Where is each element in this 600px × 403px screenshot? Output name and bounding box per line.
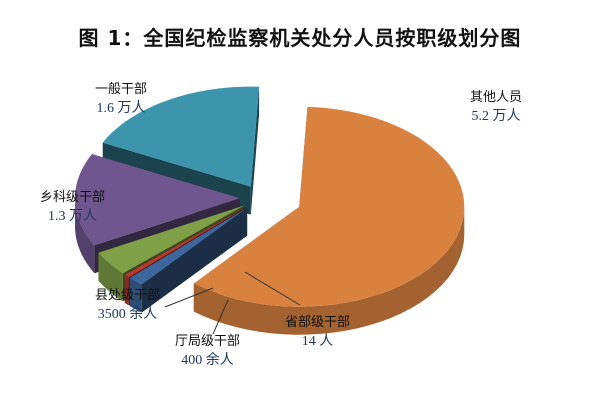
slice-outer-wall [98, 252, 123, 302]
slice-其他人员 [193, 106, 465, 307]
leader-line [244, 271, 301, 306]
label-value: 3500 余人 [97, 307, 158, 322]
label-name: 乡科级干部 [40, 190, 106, 205]
label-县处级干部: 县处级干部 3500 余人 [95, 286, 160, 324]
label-其他人员: 其他人员 5.2 万人 [470, 88, 522, 126]
leader-line [212, 299, 229, 335]
label-value: 400 余人 [181, 353, 234, 368]
label-name: 省部级干部 [285, 315, 351, 330]
slice-side-face [250, 86, 260, 215]
slice-一般干部 [102, 86, 260, 187]
label-name: 一般干部 [95, 82, 148, 97]
label-value: 14 人 [301, 334, 334, 349]
label-厅局级干部: 厅局级干部 400 余人 [175, 332, 240, 370]
label-name: 县处级干部 [95, 288, 161, 303]
slice-outer-wall [129, 277, 142, 313]
slice-side-face [129, 207, 248, 306]
leader-line [164, 287, 214, 308]
label-一般干部: 一般干部 1.6 万人 [95, 80, 147, 118]
label-乡科级干部: 乡科级干部 1.3 万人 [40, 188, 105, 226]
slice-outer-wall [193, 206, 465, 335]
slice-县处级干部 [98, 205, 245, 274]
slice-outer-wall [75, 198, 95, 274]
slice-outer-wall [124, 274, 129, 306]
label-value: 1.3 万人 [48, 209, 97, 224]
chart-title: 图 1：全国纪检监察机关处分人员按职级划分图 [78, 26, 522, 50]
label-name: 其他人员 [470, 90, 523, 105]
slice-省部级干部 [129, 207, 248, 285]
label-省部级干部: 省部级干部 14 人 [285, 313, 350, 351]
slice-厅局级干部 [124, 207, 247, 278]
label-name: 厅局级干部 [175, 334, 241, 349]
label-value: 1.6 万人 [96, 101, 146, 116]
label-value: 5.2 万人 [471, 109, 521, 124]
slice-乡科级干部 [75, 154, 241, 246]
